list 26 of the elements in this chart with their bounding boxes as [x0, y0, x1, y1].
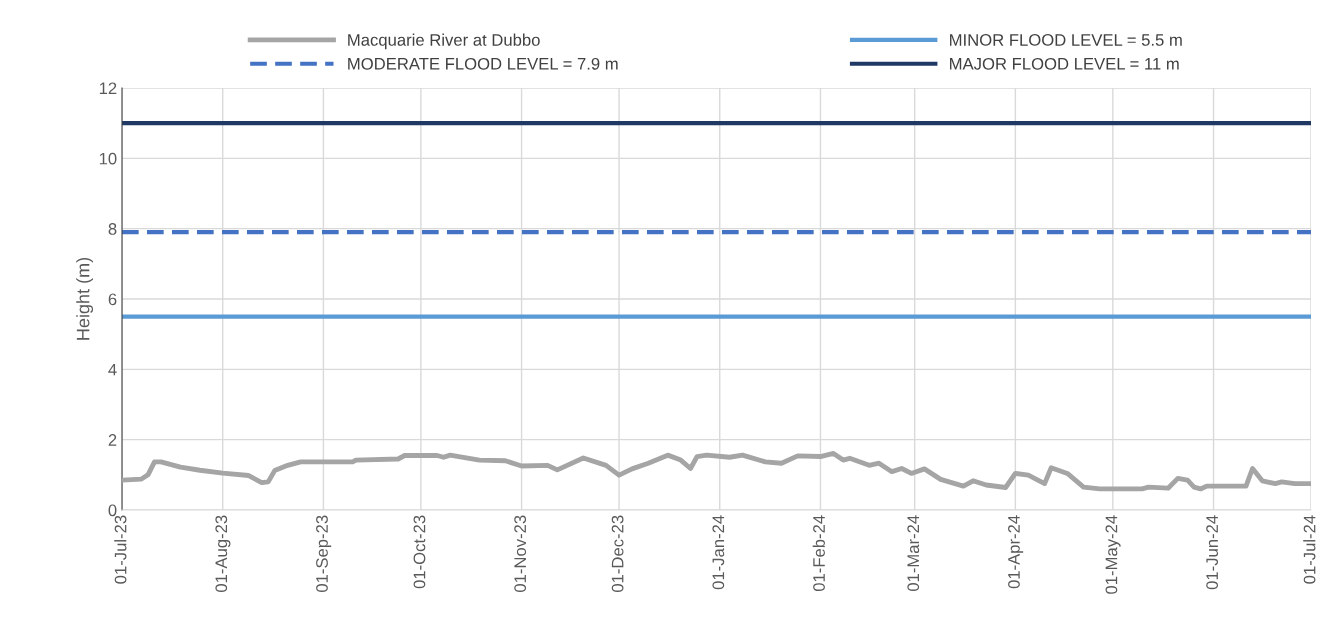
x-tick-label: 01-Dec-23 — [611, 515, 624, 593]
x-tick-label: 01-Mar-24 — [907, 515, 920, 592]
x-tick-label: 01-Jan-24 — [712, 515, 725, 590]
x-tick-label: 01-May-24 — [1105, 515, 1121, 594]
x-tick-label: 01-Nov-23 — [514, 515, 527, 593]
y-tick-label: 4 — [108, 363, 117, 376]
x-tick-label: 01-Apr-24 — [1008, 515, 1024, 589]
x-tick-label: 01-Sep-23 — [316, 515, 332, 593]
y-tick-label: 10 — [99, 152, 117, 165]
legend-label: MAJOR FLOOD LEVEL = 11 m — [950, 57, 1179, 70]
x-tick-label: 01-Feb-24 — [812, 515, 825, 592]
y-tick-label: 12 — [99, 82, 117, 95]
line-series — [122, 450, 1311, 492]
x-tick-label: 01-Jul-23 — [114, 515, 127, 584]
x-tick-label: 01-Jun-24 — [1206, 515, 1219, 590]
y-axis-title: Height (m) — [76, 257, 94, 340]
legend-label: MINOR FLOOD LEVEL = 5.5 m — [950, 34, 1182, 46]
y-tick-label: 8 — [108, 223, 117, 235]
x-tick-label: 01-Oct-23 — [413, 515, 426, 589]
y-tick-label: 0 — [108, 504, 117, 517]
x-tick-label: 01-Jul-24 — [1303, 515, 1316, 584]
y-tick-label: 6 — [108, 293, 117, 306]
y-tick-label: 2 — [108, 434, 117, 446]
x-tick-label: 01-Aug-23 — [215, 515, 231, 593]
legend-label: Macquarie River at Dubbo — [348, 33, 540, 50]
legend-label: MODERATE FLOOD LEVEL = 7.9 m — [348, 57, 618, 70]
